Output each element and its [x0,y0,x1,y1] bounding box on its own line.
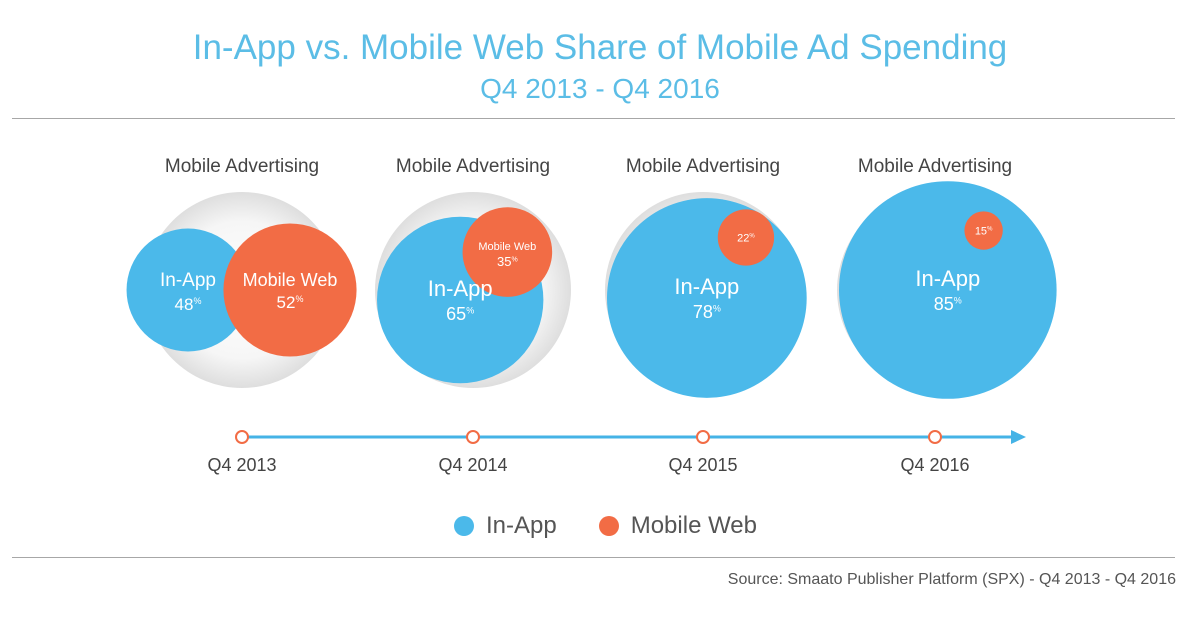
timeline-arrow [1011,430,1026,444]
panel-label: Mobile Advertising [165,156,319,177]
mobile-web-bubble [462,207,553,297]
panel-label: Mobile Advertising [858,156,1012,177]
source-note: Source: Smaato Publisher Platform (SPX) … [727,571,1176,588]
legend-swatch-in-app [454,516,474,536]
panel-label: Mobile Advertising [626,156,780,177]
in-app-bubble [839,181,1057,399]
in-app-bubble [126,228,250,352]
in-app-bubble-label: In-App [915,266,980,291]
panel-label: Mobile Advertising [396,156,550,177]
header-divider [12,118,1175,119]
chart-subtitle: Q4 2013 - Q4 2016 [480,73,720,104]
footer-divider [12,557,1175,558]
x-tick-label: Q4 2013 [207,455,276,475]
in-app-bubble-label: In-App [428,276,493,301]
mobile-web-bubble [223,223,357,357]
x-tick-label: Q4 2014 [438,455,507,475]
x-tick-label: Q4 2016 [900,455,969,475]
in-app-bubble-label: In-App [160,270,216,291]
legend: In-App Mobile Web [454,509,757,543]
mobile-web-bubble [717,209,775,266]
mobile-web-bubble-label: Mobile Web [478,241,536,253]
x-tick-label: Q4 2015 [668,455,737,475]
legend-label-mobile-web: Mobile Web [630,512,757,539]
legend-item-mobile-web: Mobile Web [598,512,757,540]
legend-item-in-app: In-App [454,512,557,540]
timeline-marker [696,430,710,444]
mobile-web-bubble [964,211,1003,250]
in-app-bubble-label: In-App [674,274,739,299]
legend-swatch-mobile-web [598,516,619,536]
timeline-marker [466,430,480,444]
chart-title: In-App vs. Mobile Web Share of Mobile Ad… [192,28,1008,67]
timeline-marker [235,430,249,444]
timeline-marker [928,430,942,444]
mobile-web-bubble-label: Mobile Web [243,270,338,290]
legend-label-in-app: In-App [486,512,557,539]
